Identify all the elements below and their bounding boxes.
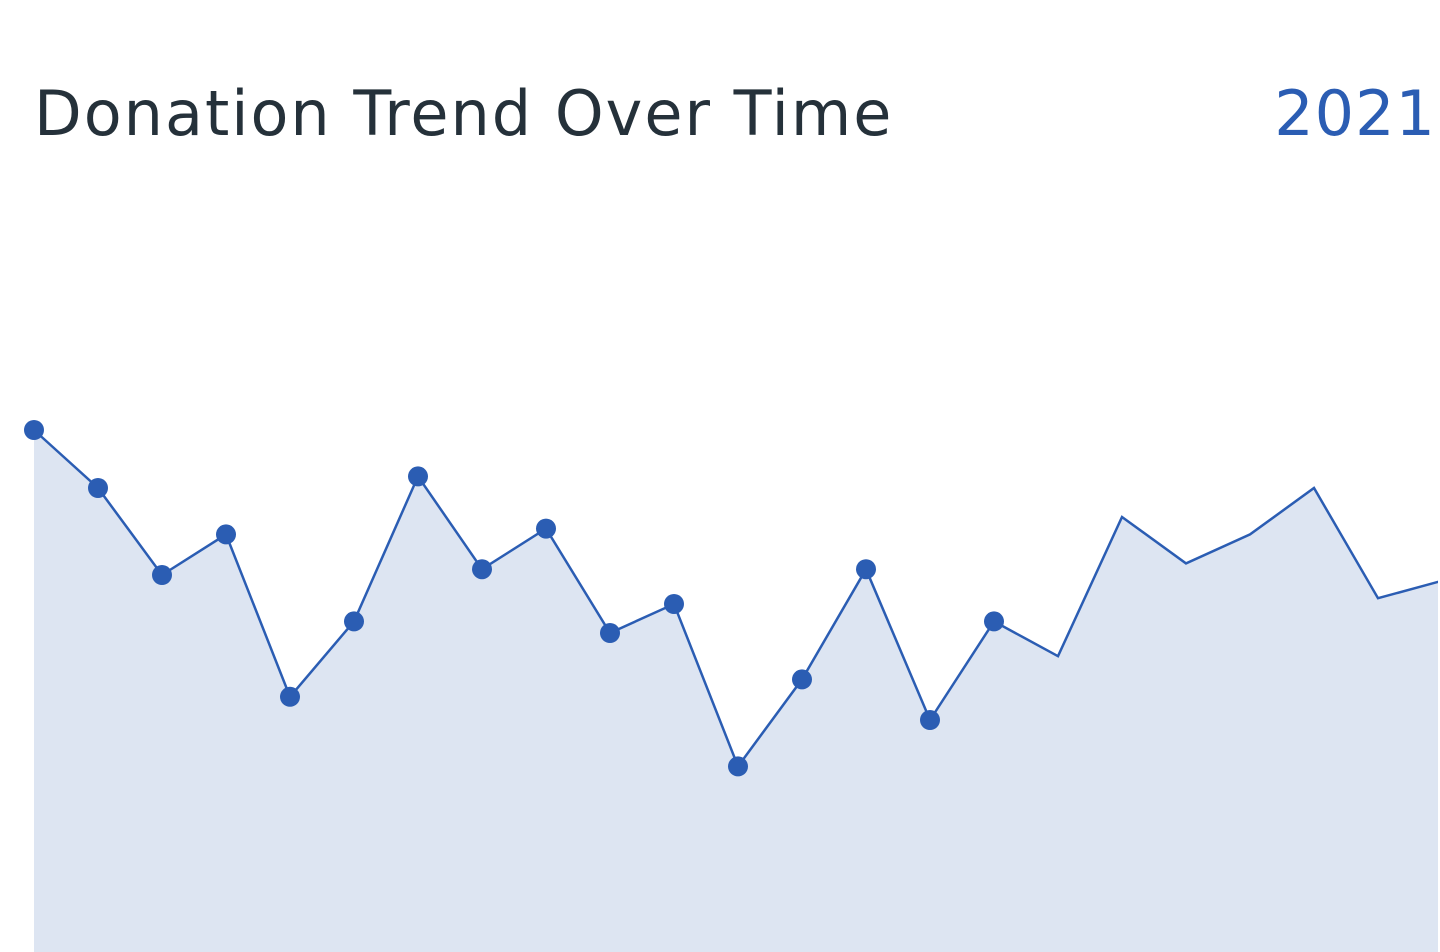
data-point[interactable] (216, 524, 236, 545)
data-point[interactable] (728, 756, 748, 777)
data-point[interactable] (856, 559, 876, 580)
data-point[interactable] (408, 466, 428, 487)
data-point[interactable] (600, 623, 620, 643)
data-point[interactable] (664, 594, 684, 614)
year-label: 2021 (1274, 77, 1436, 150)
area-fill (34, 430, 1438, 952)
data-point[interactable] (280, 686, 300, 707)
data-point[interactable] (536, 518, 556, 539)
data-point[interactable] (920, 710, 940, 730)
data-point[interactable] (344, 611, 364, 632)
data-point[interactable] (24, 420, 44, 440)
data-point[interactable] (472, 559, 492, 580)
data-point[interactable] (792, 669, 812, 690)
data-point[interactable] (984, 611, 1004, 632)
data-point[interactable] (88, 478, 108, 498)
data-point[interactable] (152, 565, 172, 585)
chart-title: Donation Trend Over Time (34, 77, 894, 150)
